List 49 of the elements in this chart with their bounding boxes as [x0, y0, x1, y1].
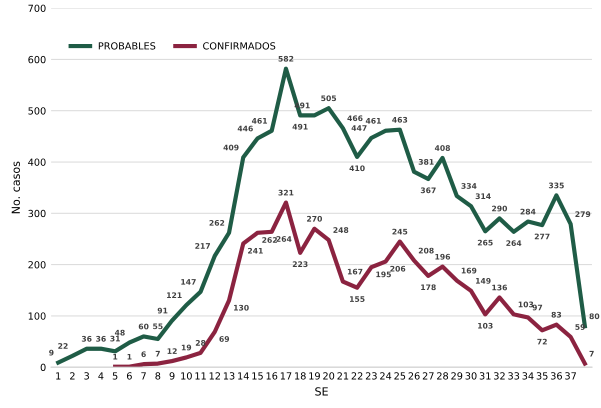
- x-tick-label: 1: [56, 372, 60, 380]
- x-tick-label: 6: [126, 372, 132, 380]
- x-tick-label: 28: [437, 372, 448, 380]
- x-tick-label: 7: [141, 372, 146, 380]
- y-tick-label: 400: [28, 158, 46, 166]
- x-tick-label: 18: [295, 372, 306, 380]
- x-tick-label: 5: [112, 372, 118, 380]
- x-tick-label: 36: [550, 372, 562, 380]
- y-tick-label: 0: [40, 364, 46, 372]
- x-tick-label: 35: [536, 372, 548, 380]
- x-tick-label: 25: [394, 372, 406, 380]
- x-tick-label: 2: [70, 372, 75, 380]
- y-tick-label: 700: [28, 4, 46, 12]
- x-tick-label: 30: [466, 372, 477, 380]
- x-axis-title: SE: [315, 387, 328, 396]
- x-tick-label: 4: [98, 372, 104, 380]
- x-tick-label: 11: [195, 372, 206, 380]
- x-tick-label: 19: [309, 372, 320, 380]
- x-tick-label: 29: [451, 372, 462, 380]
- y-axis-title: No. casos: [12, 162, 20, 214]
- y-tick-label: 600: [28, 56, 46, 64]
- x-tick-label: 22: [352, 372, 362, 380]
- x-tick-label: 34: [522, 372, 534, 380]
- x-tick-label: 33: [508, 372, 520, 380]
- x-tick-label: 21: [337, 372, 348, 380]
- legend-label: CONFIRMADOS: [203, 42, 276, 50]
- x-tick-label: 14: [238, 372, 249, 380]
- y-tick-label: 100: [28, 312, 46, 320]
- x-tick-label: 16: [266, 372, 278, 380]
- x-tick-label: 9: [170, 372, 174, 380]
- x-tick-label: 3: [84, 372, 89, 380]
- y-tick-label: 300: [28, 210, 46, 218]
- x-tick-label: 13: [224, 372, 234, 380]
- x-tick-label: 32: [494, 372, 505, 380]
- x-tick-label: 24: [380, 372, 392, 380]
- x-tick-label: 26: [408, 372, 420, 380]
- x-tick-label: 37: [565, 372, 576, 380]
- x-tick-label: 8: [155, 372, 160, 380]
- legend-label: PROBABLES: [98, 42, 156, 50]
- x-tick-label: 31: [480, 372, 491, 380]
- y-tick-label: 500: [28, 107, 46, 115]
- y-tick-label: 200: [28, 261, 46, 268]
- x-tick-label: 12: [210, 372, 220, 380]
- x-tick-label: 15: [252, 372, 263, 380]
- x-tick-label: 10: [181, 372, 192, 380]
- x-tick-label: 27: [422, 372, 434, 380]
- x-tick-label: 23: [366, 372, 377, 380]
- x-tick-label: 17: [280, 372, 292, 380]
- x-tick-label: 20: [323, 372, 334, 380]
